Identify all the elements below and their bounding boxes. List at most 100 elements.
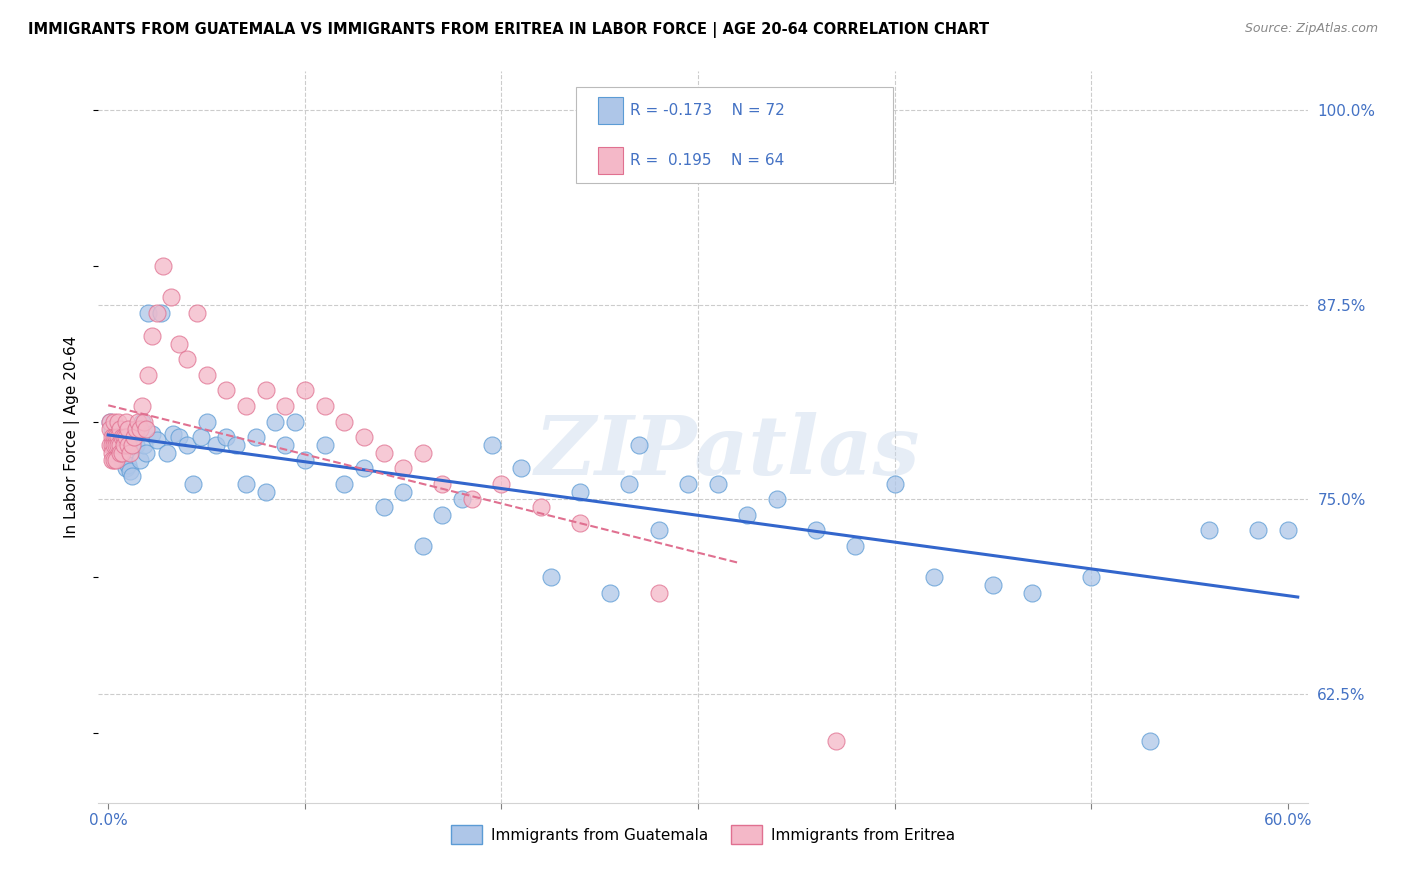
Point <box>181 476 204 491</box>
Point <box>195 415 218 429</box>
Point <box>112 449 135 463</box>
Point <box>1247 524 1270 538</box>
Point <box>176 352 198 367</box>
Point <box>105 453 128 467</box>
Point <box>108 442 131 457</box>
Point <box>128 453 150 467</box>
Point <box>353 430 375 444</box>
Point <box>160 290 183 304</box>
Point <box>824 733 846 747</box>
Point <box>111 445 134 459</box>
Point <box>432 476 454 491</box>
Point <box>1277 524 1299 538</box>
Point <box>392 484 415 499</box>
Text: ZIPatlas: ZIPatlas <box>534 412 920 491</box>
Point <box>205 438 228 452</box>
Point <box>117 458 139 472</box>
Point <box>264 415 287 429</box>
Point <box>648 585 671 599</box>
Point <box>599 585 621 599</box>
Point <box>844 539 866 553</box>
Point <box>103 415 125 429</box>
Point <box>98 422 121 436</box>
Point <box>284 415 307 429</box>
Point <box>105 430 128 444</box>
Point <box>111 430 134 444</box>
Point <box>112 430 135 444</box>
Point <box>121 469 143 483</box>
Text: IMMIGRANTS FROM GUATEMALA VS IMMIGRANTS FROM ERITREA IN LABOR FORCE | AGE 20-64 : IMMIGRANTS FROM GUATEMALA VS IMMIGRANTS … <box>28 22 990 38</box>
Point <box>105 430 128 444</box>
Point <box>491 476 513 491</box>
Point <box>569 484 592 499</box>
Point <box>101 430 124 444</box>
Point <box>254 384 277 398</box>
Point <box>127 415 149 429</box>
Point <box>111 453 134 467</box>
Point <box>922 570 945 584</box>
Point <box>215 384 238 398</box>
Point <box>274 399 297 413</box>
Point <box>101 422 124 436</box>
Point <box>176 438 198 452</box>
Point <box>735 508 758 522</box>
Point <box>706 476 728 491</box>
Point <box>108 422 131 436</box>
Point <box>105 438 128 452</box>
Point <box>118 445 141 459</box>
Point <box>128 422 150 436</box>
Point <box>107 430 129 444</box>
Point <box>112 438 135 452</box>
Point <box>108 445 131 459</box>
Point <box>569 516 592 530</box>
Point <box>294 384 316 398</box>
Point <box>98 415 121 429</box>
Point <box>540 570 562 584</box>
Point <box>333 415 356 429</box>
Point <box>135 422 157 436</box>
Point <box>254 484 277 499</box>
Point <box>628 438 651 452</box>
Text: R = -0.173    N = 72: R = -0.173 N = 72 <box>630 103 785 118</box>
Point <box>245 430 267 444</box>
Point <box>131 415 153 429</box>
Point <box>127 422 149 436</box>
Point <box>1139 733 1161 747</box>
Point <box>804 524 827 538</box>
Point <box>392 461 415 475</box>
Text: Source: ZipAtlas.com: Source: ZipAtlas.com <box>1244 22 1378 36</box>
Point <box>121 438 143 452</box>
Point <box>117 422 139 436</box>
Point <box>353 461 375 475</box>
Point <box>1198 524 1220 538</box>
Point <box>136 305 159 319</box>
Point <box>162 427 184 442</box>
Point <box>132 415 155 429</box>
Point <box>373 445 395 459</box>
Point <box>125 438 148 452</box>
Legend: Immigrants from Guatemala, Immigrants from Eritrea: Immigrants from Guatemala, Immigrants fr… <box>446 819 960 850</box>
Point <box>190 430 212 444</box>
Point <box>215 430 238 444</box>
Point <box>141 329 163 343</box>
Point <box>981 578 1004 592</box>
Point <box>115 461 138 475</box>
Point <box>883 476 905 491</box>
Point <box>103 430 125 444</box>
Point <box>167 430 190 444</box>
Point <box>103 453 125 467</box>
Point <box>481 438 503 452</box>
Point <box>678 476 700 491</box>
Point <box>108 438 131 452</box>
Point <box>619 476 641 491</box>
Point <box>225 438 247 452</box>
Point <box>101 445 124 459</box>
Point <box>451 492 474 507</box>
Point <box>98 438 121 452</box>
Point <box>412 445 434 459</box>
Point <box>235 399 257 413</box>
Point <box>167 336 190 351</box>
Point <box>122 430 145 444</box>
Point <box>314 399 336 413</box>
Point <box>117 438 139 452</box>
